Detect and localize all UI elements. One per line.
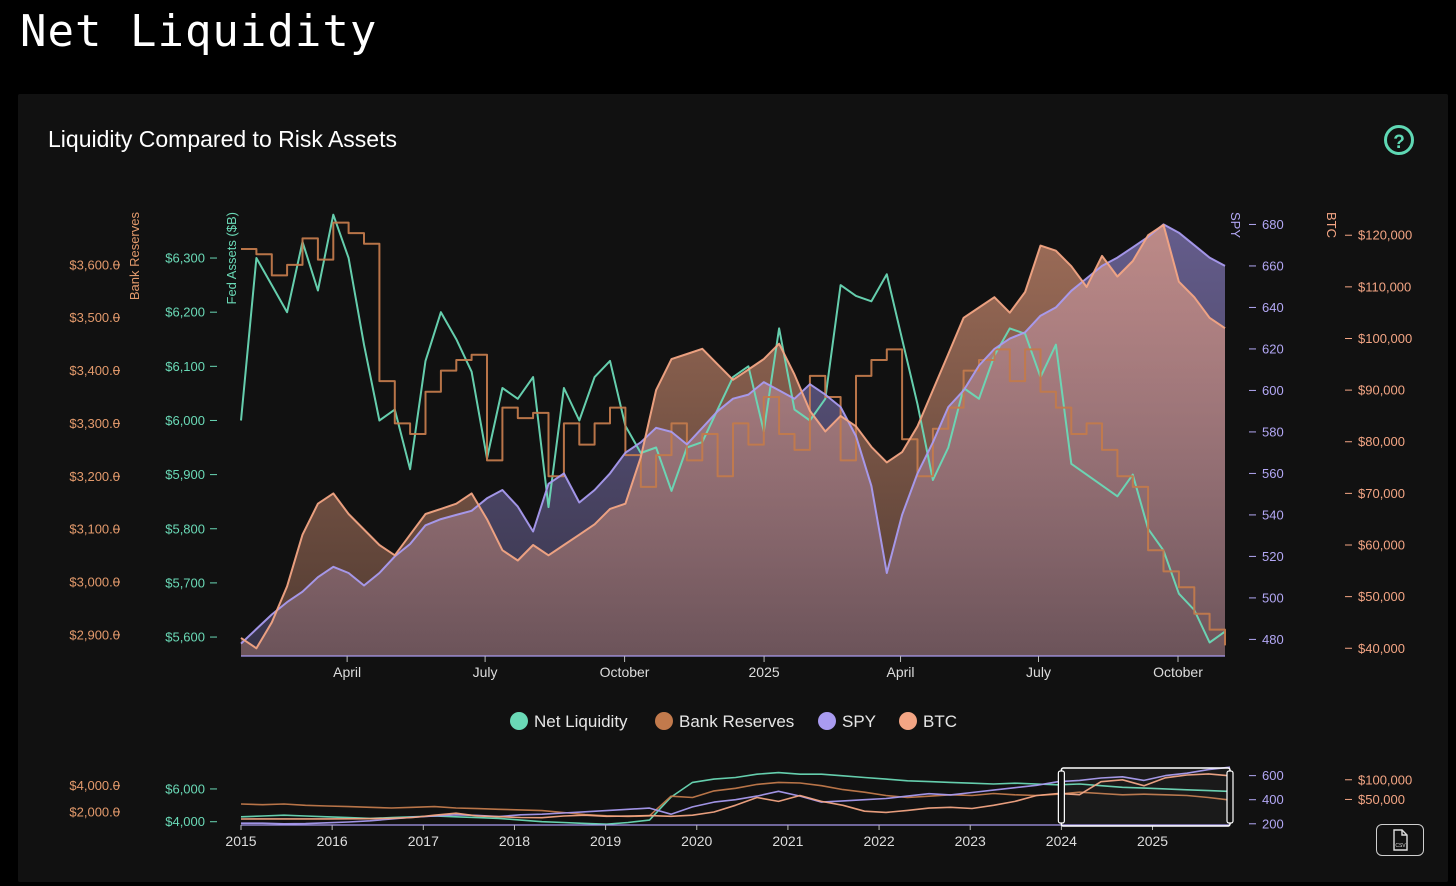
main-bank_reserves-tick-label: $2,900.0 bbox=[69, 627, 120, 642]
main-x-tick-label: April bbox=[887, 664, 915, 680]
legend-label-btc: BTC bbox=[923, 712, 957, 731]
btc-axis-title: BTC bbox=[1324, 212, 1339, 238]
main-bank_reserves-tick-label: $3,300.0 bbox=[69, 416, 120, 431]
main-btc-tick-label: $120,000 bbox=[1358, 228, 1412, 243]
main-spy-tick-label: 640 bbox=[1262, 300, 1284, 315]
legend-label-bank-reserves: Bank Reserves bbox=[679, 712, 794, 731]
main-x-tick-label: April bbox=[333, 664, 361, 680]
main-btc-tick-label: $70,000 bbox=[1358, 486, 1405, 501]
nav-bank_reserves-tick-label: $4,000.0 bbox=[69, 778, 120, 793]
main-x-tick-label: July bbox=[1026, 664, 1051, 680]
main-spy-tick-label: 540 bbox=[1262, 507, 1284, 522]
main-btc-tick-label: $50,000 bbox=[1358, 589, 1405, 604]
spy-axis-title: SPY bbox=[1228, 212, 1243, 238]
card-title: Liquidity Compared to Risk Assets bbox=[48, 126, 397, 152]
legend-marker-spy bbox=[818, 712, 836, 730]
main-bank_reserves-tick-label: $3,200.0 bbox=[69, 469, 120, 484]
bank-reserves-axis-title: Bank Reserves bbox=[127, 212, 142, 301]
main-fed_assets-tick-label: $6,000 bbox=[165, 413, 205, 428]
nav-fed_assets-tick-label: $4,000 bbox=[165, 814, 205, 829]
nav-x-tick-label: 2015 bbox=[225, 833, 256, 849]
csv-download-button[interactable]: CSV bbox=[1376, 824, 1424, 856]
main-btc-tick-label: $80,000 bbox=[1358, 434, 1405, 449]
nav-btc-tick-label: $50,000 bbox=[1358, 792, 1405, 807]
main-plot bbox=[240, 213, 1226, 657]
csv-file-icon: CSV bbox=[1393, 829, 1408, 851]
main-btc-tick-label: $100,000 bbox=[1358, 331, 1412, 346]
main-x-tick-label: 2025 bbox=[749, 664, 780, 680]
main-spy-tick-label: 600 bbox=[1262, 383, 1284, 398]
main-fed_assets-tick-label: $6,100 bbox=[165, 359, 205, 374]
nav-spy-tick-label: 400 bbox=[1262, 792, 1284, 807]
main-spy-tick-label: 520 bbox=[1262, 549, 1284, 564]
main-btc-tick-label: $110,000 bbox=[1358, 279, 1411, 294]
main-spy-tick-label: 620 bbox=[1262, 341, 1284, 356]
main-bank_reserves-tick-label: $3,100.0 bbox=[69, 522, 120, 537]
nav-x-tick-label: 2023 bbox=[955, 833, 986, 849]
range-selector-window[interactable] bbox=[1060, 767, 1231, 827]
nav-x-tick-label: 2016 bbox=[317, 833, 348, 849]
main-bank_reserves-tick-label: $3,000.0 bbox=[69, 575, 120, 590]
nav-x-tick-label: 2019 bbox=[590, 833, 621, 849]
legend-marker-bank-reserves bbox=[655, 712, 673, 730]
main-x-tick-label: July bbox=[473, 664, 498, 680]
main-btc-tick-label: $60,000 bbox=[1358, 538, 1405, 553]
legend-label-net-liquidity: Net Liquidity bbox=[534, 712, 628, 731]
main-spy-tick-label: 500 bbox=[1262, 590, 1284, 605]
main-x-tick-label: October bbox=[1153, 664, 1203, 680]
main-spy-tick-label: 660 bbox=[1262, 258, 1284, 273]
legend-marker-net-liquidity bbox=[510, 712, 528, 730]
main-fed_assets-tick-label: $5,600 bbox=[165, 630, 205, 645]
main-btc-tick-label: $90,000 bbox=[1358, 383, 1405, 398]
legend-marker-btc bbox=[899, 712, 917, 730]
nav-x-tick-label: 2024 bbox=[1046, 833, 1077, 849]
nav-x-tick-label: 2020 bbox=[681, 833, 712, 849]
nav-spy-tick-label: 200 bbox=[1262, 816, 1284, 831]
nav-x-tick-label: 2021 bbox=[772, 833, 803, 849]
main-spy-line bbox=[240, 223, 1226, 645]
main-fed_assets-tick-label: $5,700 bbox=[165, 575, 205, 590]
main-btc-tick-label: $40,000 bbox=[1358, 641, 1405, 656]
nav-bank_reserves-tick-label: $2,000.0 bbox=[69, 804, 120, 819]
legend-label-spy: SPY bbox=[842, 712, 876, 731]
range-handle-right[interactable] bbox=[1226, 770, 1234, 824]
fed-assets-axis-title: Fed Assets ($B) bbox=[224, 212, 239, 304]
nav-btc-line bbox=[240, 773, 1231, 820]
nav-spy-tick-label: 600 bbox=[1262, 768, 1284, 783]
nav-plot bbox=[240, 766, 1231, 826]
nav-fed_assets-tick-label: $6,000 bbox=[165, 781, 205, 796]
main-bank_reserves-tick-label: $3,500.0 bbox=[69, 310, 120, 325]
main-spy-tick-label: 560 bbox=[1262, 466, 1284, 481]
nav-x-tick-label: 2022 bbox=[863, 833, 894, 849]
range-handle-left[interactable] bbox=[1057, 770, 1065, 824]
nav-x-tick-label: 2018 bbox=[499, 833, 530, 849]
main-bank_reserves-tick-label: $3,400.0 bbox=[69, 363, 120, 378]
main-bank-reserves-line bbox=[241, 221, 1226, 646]
main-bank_reserves-tick-label: $3,600.0 bbox=[69, 257, 120, 272]
main-fed_assets-tick-label: $6,200 bbox=[165, 305, 205, 320]
nav-x-tick-label: 2017 bbox=[408, 833, 439, 849]
nav-x-tick-label: 2025 bbox=[1137, 833, 1168, 849]
question-circle-icon[interactable]: ? bbox=[1384, 125, 1414, 155]
main-spy-tick-label: 680 bbox=[1262, 217, 1284, 232]
main-fed_assets-tick-label: $5,900 bbox=[165, 467, 205, 482]
main-spy-tick-label: 480 bbox=[1262, 632, 1284, 647]
page-title: Net Liquidity bbox=[20, 6, 378, 57]
main-fed_assets-tick-label: $5,800 bbox=[165, 521, 205, 536]
main-net-liquidity-line bbox=[240, 213, 1226, 644]
nav-btc-tick-label: $100,000 bbox=[1358, 772, 1412, 787]
main-spy-tick-label: 580 bbox=[1262, 424, 1284, 439]
main-btc-line bbox=[240, 223, 1226, 650]
main-fed_assets-tick-label: $6,300 bbox=[165, 251, 205, 266]
main-x-tick-label: October bbox=[600, 664, 650, 680]
svg-text:CSV: CSV bbox=[1395, 843, 1406, 849]
